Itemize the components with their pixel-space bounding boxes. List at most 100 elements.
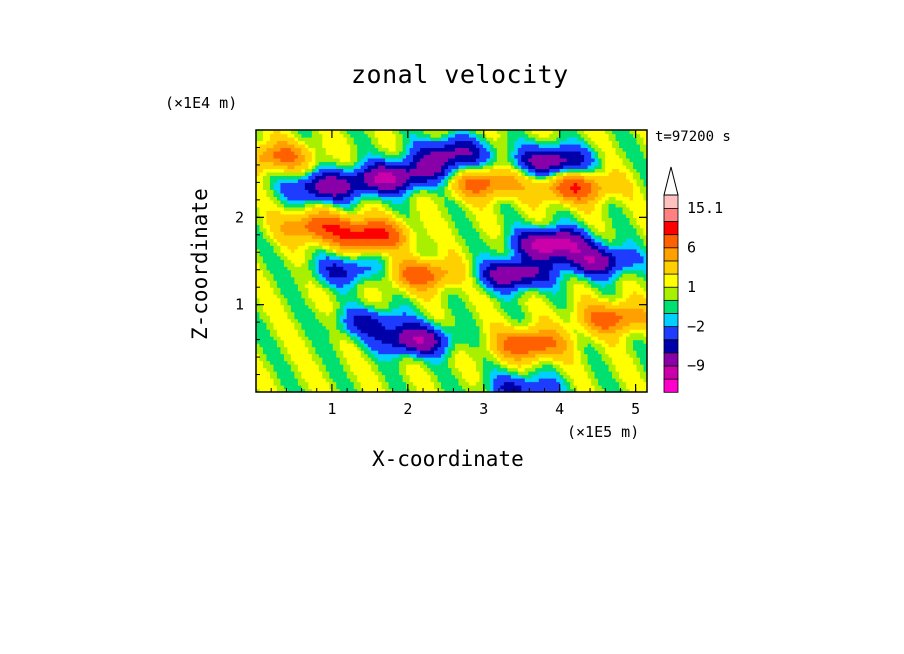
contour-cell <box>276 171 282 177</box>
contour-cell <box>441 308 446 313</box>
contour-cell <box>350 374 355 379</box>
contour-cell <box>259 332 264 337</box>
contour-cell <box>322 248 327 253</box>
contour-cell <box>346 262 351 267</box>
contour-cell <box>409 367 414 372</box>
contour-cell <box>256 297 261 302</box>
contour-cell <box>465 157 470 163</box>
contour-cell <box>332 196 337 201</box>
contour-cell <box>381 168 386 173</box>
contour-cell <box>287 301 292 306</box>
contour-cell <box>423 231 428 236</box>
contour-cell <box>262 140 268 145</box>
contour-cell <box>388 133 393 138</box>
contour-cell <box>385 315 390 320</box>
contour-cell <box>486 252 491 257</box>
contour-cell <box>427 301 432 306</box>
contour-cell <box>378 147 383 152</box>
contour-cell <box>468 224 474 229</box>
contour-cell <box>315 332 320 337</box>
contour-cell <box>399 147 404 152</box>
contour-cell <box>409 164 414 170</box>
contour-cell <box>409 140 414 145</box>
contour-cell <box>448 290 453 295</box>
contour-cell <box>256 133 261 138</box>
contour-cell <box>454 350 460 355</box>
contour-cell <box>399 136 404 142</box>
contour-cell <box>276 248 282 253</box>
contour-cell <box>318 136 323 142</box>
contour-cell <box>427 353 432 358</box>
contour-cell <box>416 294 421 299</box>
contour-cell <box>336 136 341 142</box>
contour-cell <box>283 185 289 190</box>
contour-cell <box>475 248 481 253</box>
contour-cell <box>325 297 330 302</box>
contour-cell <box>269 339 275 344</box>
contour-cell <box>280 136 285 142</box>
contour-cell <box>353 283 358 288</box>
contour-cell <box>294 294 299 299</box>
contour-cell <box>451 294 456 299</box>
contour-cell <box>273 234 278 239</box>
contour-cell <box>301 185 306 190</box>
contour-cell <box>479 297 484 302</box>
contour-cell <box>367 217 372 222</box>
contour-cell <box>434 196 439 201</box>
contour-cell <box>297 136 302 142</box>
contour-cell <box>461 147 467 152</box>
contour-cell <box>301 199 306 204</box>
contour-cell <box>454 217 460 222</box>
contour-cell <box>266 371 271 376</box>
contour-cell <box>402 318 407 323</box>
contour-cell <box>416 269 421 274</box>
contour-cell <box>441 273 446 278</box>
contour-cell <box>437 318 442 323</box>
contour-cell <box>434 150 439 156</box>
contour-cell <box>482 367 488 372</box>
contour-cell <box>465 182 470 187</box>
contour-cell <box>339 185 344 190</box>
contour-cell <box>444 262 449 267</box>
contour-cell <box>479 189 484 194</box>
contour-cell <box>353 315 358 320</box>
contour-cell <box>371 364 376 369</box>
contour-cell <box>479 364 484 369</box>
contour-cell <box>475 353 481 358</box>
contour-cell <box>392 266 397 271</box>
contour-cell <box>458 217 463 222</box>
contour-cell <box>256 136 261 142</box>
contour-cell <box>350 185 355 190</box>
contour-cell <box>353 259 358 264</box>
contour-cell <box>276 357 282 362</box>
contour-cell <box>339 255 344 260</box>
contour-cell <box>392 378 397 383</box>
contour-cell <box>322 290 327 295</box>
contour-cell <box>276 259 282 264</box>
contour-cell <box>458 161 463 166</box>
contour-cell <box>357 374 362 379</box>
contour-cell <box>409 339 414 344</box>
contour-cell <box>451 304 456 309</box>
contour-cell <box>475 259 481 264</box>
contour-cell <box>430 238 435 243</box>
contour-cell <box>399 196 404 201</box>
contour-cell <box>378 238 383 243</box>
contour-cell <box>427 259 432 264</box>
contour-cell <box>413 199 418 204</box>
contour-cell <box>308 217 313 222</box>
contour-cell <box>430 364 435 369</box>
contour-cell <box>325 357 330 362</box>
contour-cell <box>332 192 337 197</box>
contour-cell <box>367 360 372 365</box>
contour-cell <box>266 213 271 218</box>
contour-cell <box>416 196 421 201</box>
contour-cell <box>325 182 330 187</box>
contour-cell <box>357 241 362 246</box>
contour-cell <box>332 154 337 159</box>
contour-cell <box>308 353 313 358</box>
contour-cell <box>364 136 369 142</box>
contour-cell <box>486 381 491 386</box>
contour-cell <box>357 245 362 250</box>
contour-cell <box>427 231 432 236</box>
